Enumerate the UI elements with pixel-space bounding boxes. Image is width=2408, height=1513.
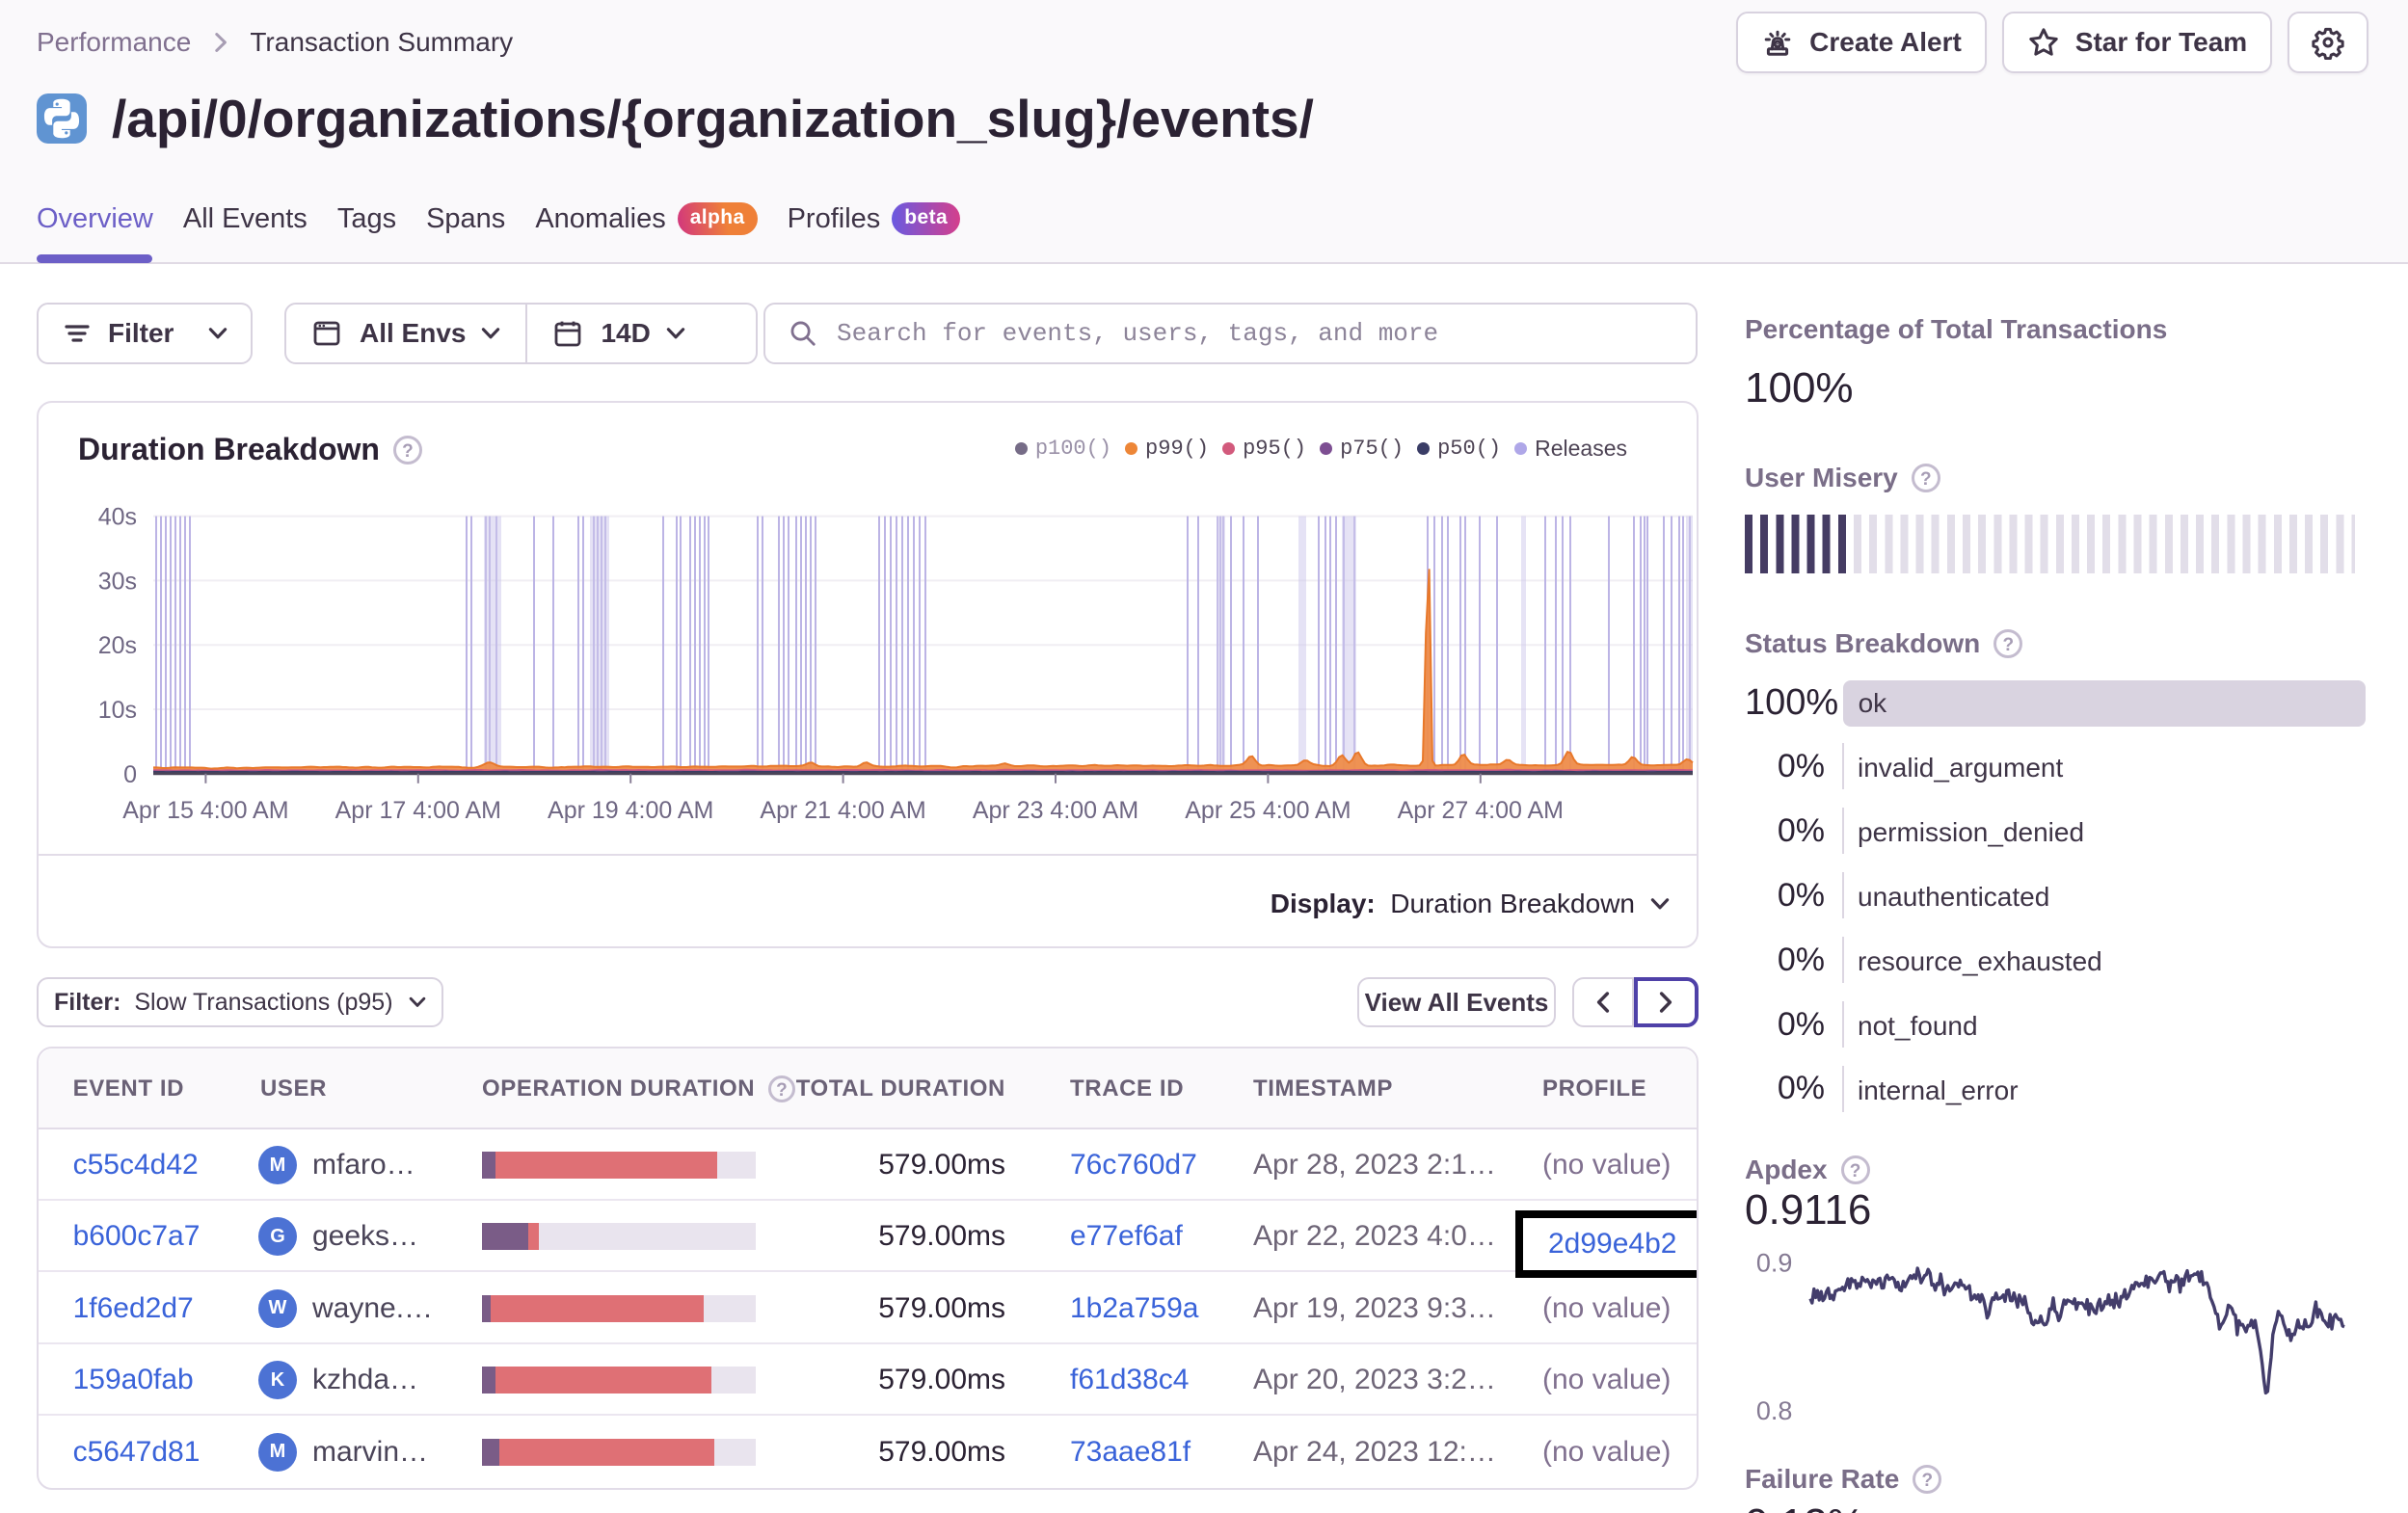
svg-text:Apr 17 4:00 AM: Apr 17 4:00 AM [335,797,501,824]
svg-text:0.9: 0.9 [1756,1248,1793,1277]
svg-text:Apr 21 4:00 AM: Apr 21 4:00 AM [760,797,925,824]
svg-text:Apr 15 4:00 AM: Apr 15 4:00 AM [122,797,288,824]
svg-text:10s: 10s [98,697,137,724]
svg-text:Apr 27 4:00 AM: Apr 27 4:00 AM [1398,797,1564,824]
svg-text:40s: 40s [98,504,137,531]
svg-text:0: 0 [123,761,137,788]
svg-text:30s: 30s [98,568,137,595]
svg-text:Apr 23 4:00 AM: Apr 23 4:00 AM [973,797,1138,824]
svg-text:0.8: 0.8 [1756,1396,1793,1425]
svg-text:20s: 20s [98,632,137,659]
svg-text:Apr 25 4:00 AM: Apr 25 4:00 AM [1185,797,1351,824]
svg-text:Apr 19 4:00 AM: Apr 19 4:00 AM [548,797,713,824]
